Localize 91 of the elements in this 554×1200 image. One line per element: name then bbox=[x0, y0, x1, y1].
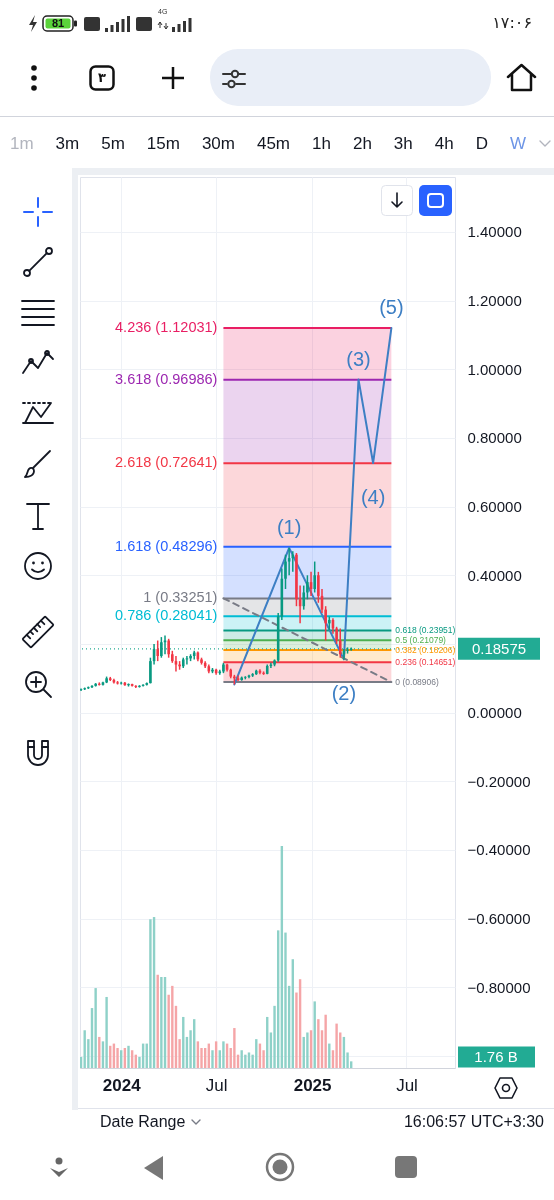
bar bbox=[244, 1054, 247, 1068]
candlestick bbox=[262, 670, 265, 676]
bar bbox=[240, 1050, 243, 1068]
text: 2h bbox=[352, 133, 372, 155]
candlestick bbox=[251, 672, 254, 678]
text: 15m bbox=[146, 133, 180, 155]
candlestick bbox=[222, 662, 225, 674]
text: 3m bbox=[55, 133, 80, 155]
bar bbox=[160, 976, 163, 1068]
y-tick-label: 1.20000 bbox=[467, 292, 522, 310]
line-series bbox=[233, 327, 393, 686]
text: 4h bbox=[434, 133, 454, 155]
candlestick bbox=[98, 681, 101, 687]
ref-line-label: 0 (0.08906) bbox=[395, 677, 440, 688]
candlestick bbox=[94, 682, 97, 688]
ref-line-label: 0.18575 bbox=[471, 639, 527, 657]
annotation: (2) bbox=[331, 682, 357, 705]
y-tick-label: −0.20000 bbox=[467, 772, 531, 790]
bar bbox=[328, 1043, 331, 1068]
candlestick bbox=[200, 656, 203, 666]
text: 3h bbox=[393, 133, 413, 155]
text: 45m bbox=[256, 133, 291, 155]
text: 81 bbox=[46, 17, 70, 30]
candlestick bbox=[254, 668, 258, 676]
text: 1m bbox=[10, 133, 34, 155]
candlestick bbox=[160, 636, 163, 659]
bar bbox=[127, 1045, 130, 1068]
bar bbox=[211, 1050, 214, 1068]
candlestick bbox=[167, 638, 170, 659]
x-tick-label: Jul bbox=[396, 1075, 418, 1095]
annotation: (3) bbox=[346, 347, 371, 370]
candlestick bbox=[346, 646, 349, 655]
candlestick bbox=[116, 680, 119, 686]
candlestick bbox=[156, 639, 160, 662]
y-tick-label: 1.40000 bbox=[467, 223, 522, 241]
ref-line-label: 3.618 (0.96986) bbox=[115, 370, 218, 387]
candlestick bbox=[313, 560, 316, 594]
ref-line-label: 2.618 (0.72641) bbox=[115, 454, 218, 471]
x-tick-label: 2024 bbox=[102, 1075, 142, 1095]
text: 30m bbox=[201, 133, 235, 155]
x-tick-label: Jul bbox=[205, 1075, 228, 1095]
y-tick-label: −0.60000 bbox=[467, 910, 531, 928]
candlestick bbox=[127, 682, 130, 688]
bar bbox=[335, 1023, 338, 1068]
text: ۱۷:۰۶ bbox=[492, 13, 532, 33]
bar bbox=[317, 1019, 320, 1068]
bar bbox=[94, 988, 97, 1068]
y-tick-label: 0.80000 bbox=[467, 429, 522, 447]
candlestick bbox=[244, 675, 247, 681]
bar bbox=[233, 1028, 236, 1068]
ref-line-label: 0.786 (0.28041) bbox=[115, 607, 218, 624]
candlestick bbox=[189, 653, 192, 662]
bar bbox=[171, 985, 174, 1068]
text: 5m bbox=[101, 133, 125, 155]
y-tick-label: 0.40000 bbox=[467, 566, 522, 584]
bar bbox=[105, 996, 108, 1068]
text: Date Range bbox=[100, 1112, 186, 1132]
annotation: (5) bbox=[379, 296, 404, 319]
candlestick bbox=[302, 584, 306, 611]
text: D bbox=[475, 133, 488, 155]
ref-line-label: 1 (0.33251) bbox=[143, 589, 218, 606]
y-tick-label: 0.60000 bbox=[467, 498, 522, 516]
bar bbox=[149, 919, 152, 1068]
bar bbox=[83, 1030, 86, 1068]
text: 1h bbox=[312, 133, 331, 155]
ref-line-label: 0.382 (0.18206) bbox=[395, 645, 456, 656]
y-tick-label: −0.40000 bbox=[467, 841, 531, 859]
y-tick-label: −0.80000 bbox=[467, 978, 531, 996]
ref-line-label: 0.618 (0.23951) bbox=[395, 625, 456, 636]
ref-line-label: 0.5 (0.21079) bbox=[395, 635, 447, 646]
candlestick bbox=[338, 627, 342, 659]
text: 1.76 B bbox=[474, 1048, 518, 1065]
text: 16:06:57 UTC+3:30 bbox=[403, 1112, 544, 1132]
ref-line-label: 1.618 (0.48296) bbox=[115, 537, 218, 554]
x-tick-label: 2025 bbox=[293, 1075, 332, 1095]
text: W bbox=[509, 133, 526, 155]
bar bbox=[222, 1041, 225, 1068]
y-tick-label: 0.00000 bbox=[467, 704, 522, 722]
annotation: (4) bbox=[360, 486, 386, 509]
bar bbox=[324, 1014, 327, 1068]
y-tick-label: 1.00000 bbox=[467, 360, 522, 378]
annotation: (1) bbox=[276, 515, 302, 538]
ref-line-label: 4.236 (1.12031) bbox=[115, 318, 218, 335]
bar bbox=[306, 1032, 309, 1068]
candlestick bbox=[306, 574, 309, 601]
bar bbox=[116, 1048, 119, 1068]
ref-line-label: 0.236 (0.14651) bbox=[395, 657, 456, 668]
candlestick bbox=[240, 675, 243, 682]
candlestick bbox=[349, 646, 353, 652]
candlestick bbox=[291, 550, 295, 573]
candlestick bbox=[105, 675, 108, 684]
